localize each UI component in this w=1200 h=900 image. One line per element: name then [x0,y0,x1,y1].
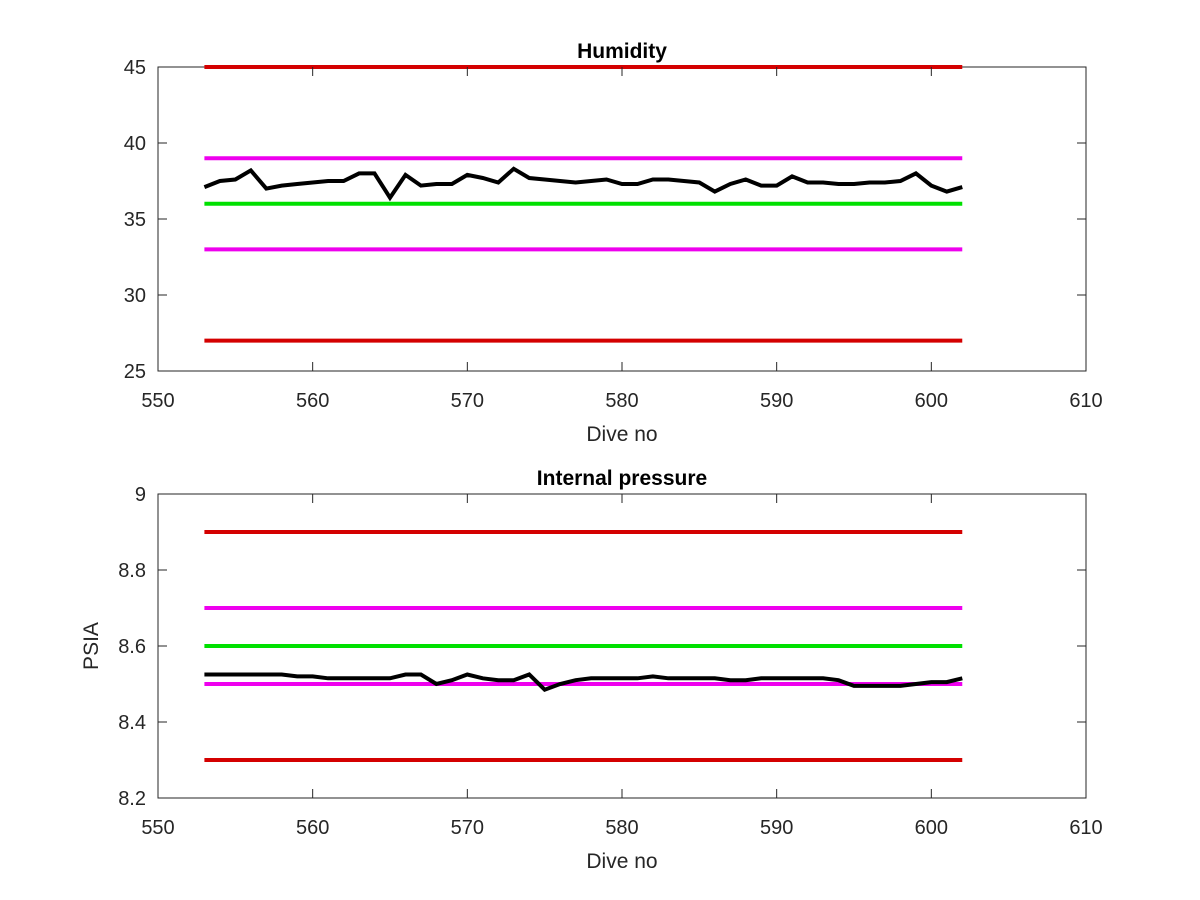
pressure-x-tick-label: 610 [1069,817,1102,839]
humidity-x-tick-label: 550 [141,390,174,412]
humidity-y-tick-label: 45 [124,57,146,79]
pressure-x-axis-label: Dive no [586,850,657,873]
pressure-x-tick-label: 600 [915,817,948,839]
humidity-x-tick-label: 580 [605,390,638,412]
humidity-x-tick-label: 590 [760,390,793,412]
pressure-x-tick-label: 590 [760,817,793,839]
pressure-y-tick-label: 8.4 [118,712,146,734]
humidity-x-tick-label: 570 [451,390,484,412]
humidity-plot-frame [157,66,1087,372]
humidity-data-series-line [203,166,963,202]
pressure-y-tick-label: 8.6 [118,636,146,658]
humidity-y-tick-label: 30 [124,285,146,307]
humidity-x-tick-label: 600 [915,390,948,412]
pressure-x-tick-label: 560 [296,817,329,839]
pressure-y-tick-label: 9 [135,484,146,506]
pressure-y-tick-label: 8.8 [118,560,146,582]
humidity-x-axis-label: Dive no [586,423,657,446]
humidity-x-tick-label: 610 [1069,390,1102,412]
humidity-y-tick-label: 35 [124,209,146,231]
humidity-chart-title: Humidity [577,40,667,63]
internal-pressure-chart: 550 560 570 580 590 600 610 8.2 8.4 8.6 8.8 9 Inte… [80,467,1103,873]
pressure-data-series-line [204,672,963,693]
humidity-x-tick-label: 560 [296,390,329,412]
pressure-y-tick-label: 8.2 [118,788,146,810]
humidity-y-tick-label: 25 [124,361,146,383]
humidity-chart: 550 560 570 580 590 600 610 25 30 35 40 45 Humidit… [124,40,1103,446]
pressure-x-tick-label: 570 [451,817,484,839]
pressure-x-tick-label: 550 [141,817,174,839]
humidity-y-tick-label: 40 [124,133,146,155]
pressure-chart-title: Internal pressure [537,467,707,490]
pressure-x-tick-label: 580 [605,817,638,839]
pressure-y-axis-label: PSIA [80,622,103,670]
